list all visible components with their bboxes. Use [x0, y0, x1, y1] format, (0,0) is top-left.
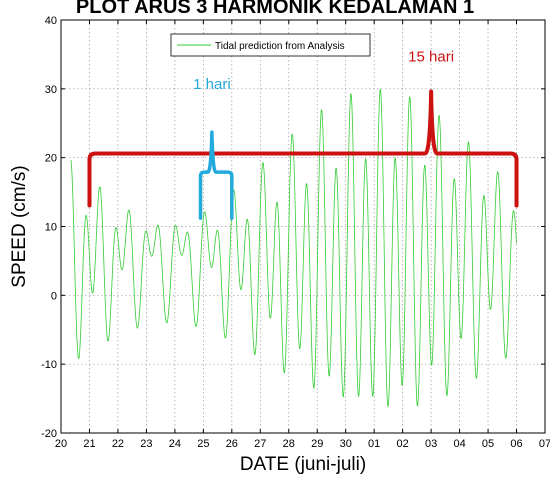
y-tick-label: -10 — [41, 359, 57, 371]
y-tick-label: 30 — [45, 84, 57, 96]
y-tick-label: 0 — [51, 290, 57, 302]
y-tick-label: 40 — [45, 15, 57, 27]
annotations: 15 hari 1 hari — [87, 48, 519, 220]
y-axis-tick-labels: -20 -10 0 10 20 30 40 — [41, 15, 57, 440]
annotation-label: 15 hari — [408, 48, 454, 65]
annotation-bracket — [198, 130, 234, 220]
x-tick-label: 03 — [425, 438, 437, 450]
x-tick-label: 07 — [539, 438, 550, 450]
series-layer — [70, 88, 517, 408]
x-tick-label: 26 — [226, 438, 238, 450]
legend: Tidal prediction from Analysis — [170, 33, 371, 57]
legend-box — [170, 33, 371, 57]
x-tick-label: 29 — [311, 438, 323, 450]
y-tick-label: -20 — [41, 428, 57, 440]
x-axis-label: DATE (juni-juli) — [240, 454, 366, 475]
x-tick-label: 04 — [453, 438, 465, 450]
annotation-bracket — [87, 89, 519, 208]
grid — [60, 19, 546, 434]
x-tick-label: 30 — [340, 438, 352, 450]
x-tick-label: 28 — [283, 438, 295, 450]
annotation-label: 1 hari — [193, 76, 231, 93]
x-tick-label: 02 — [397, 438, 409, 450]
x-tick-label: 22 — [112, 438, 124, 450]
x-tick-label: 27 — [254, 438, 266, 450]
x-tick-label: 21 — [83, 438, 95, 450]
y-tick-label: 20 — [45, 153, 57, 165]
x-tick-label: 25 — [197, 438, 209, 450]
legend-entry-label: Tidal prediction from Analysis — [215, 41, 345, 52]
x-tick-label: 20 — [55, 438, 67, 450]
x-tick-label: 01 — [368, 438, 380, 450]
y-tick-label: 10 — [45, 222, 57, 234]
x-tick-label: 23 — [140, 438, 152, 450]
x-tick-label: 06 — [510, 438, 522, 450]
x-tick-label: 05 — [482, 438, 494, 450]
x-axis-tick-labels: 20 21 22 23 24 25 26 27 28 29 30 01 02 03 04 05 06 07 — [55, 438, 550, 450]
series-line — [70, 88, 517, 408]
chart-title: PLOT ARUS 3 HARMONIK KEDALAMAN 1 — [76, 0, 474, 18]
axis-ticks — [60, 19, 546, 434]
x-tick-label: 24 — [169, 438, 181, 450]
y-axis-label: SPEED (cm/s) — [9, 165, 30, 287]
